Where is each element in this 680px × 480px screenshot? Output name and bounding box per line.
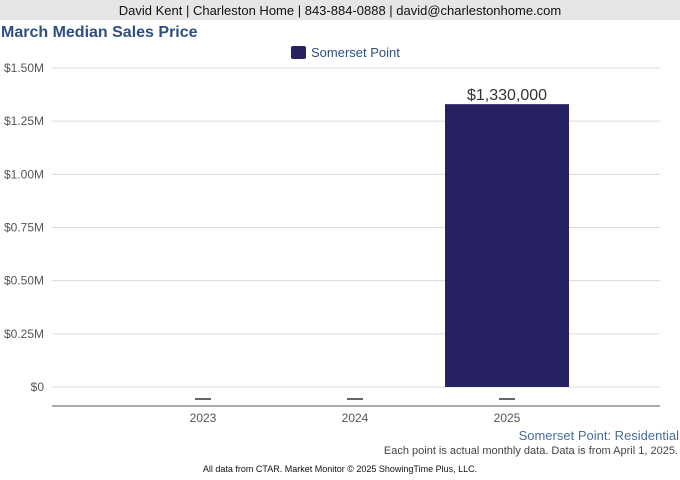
legend-swatch: [291, 46, 306, 59]
bar-data-label: $1,330,000: [467, 87, 547, 104]
contact-header: David Kent | Charleston Home | 843-884-0…: [0, 0, 680, 20]
series-caption: Somerset Point: Residential: [518, 428, 679, 443]
y-tick-label: $0.50M: [4, 274, 44, 288]
x-tick-label: 2025: [494, 411, 521, 425]
data-note: Each point is actual monthly data. Data …: [383, 445, 678, 457]
x-tick-label: 2023: [190, 411, 217, 425]
y-tick-label: $0: [31, 380, 45, 394]
x-tick-label: 2024: [342, 411, 369, 425]
chart-legend[interactable]: Somerset Point: [291, 45, 400, 60]
y-tick-label: $0.25M: [4, 327, 44, 341]
y-tick-label: $1.50M: [4, 61, 44, 75]
contact-line: David Kent | Charleston Home | 843-884-0…: [118, 3, 562, 18]
legend-label: Somerset Point: [311, 45, 400, 60]
y-tick-label: $1.25M: [4, 114, 44, 128]
y-tick-label: $1.00M: [4, 167, 44, 181]
chart-title: March Median Sales Price: [1, 24, 198, 41]
bar: [445, 104, 569, 388]
footer-credit: All data from CTAR. Market Monitor © 202…: [202, 464, 478, 474]
y-tick-label: $0.75M: [4, 221, 44, 235]
